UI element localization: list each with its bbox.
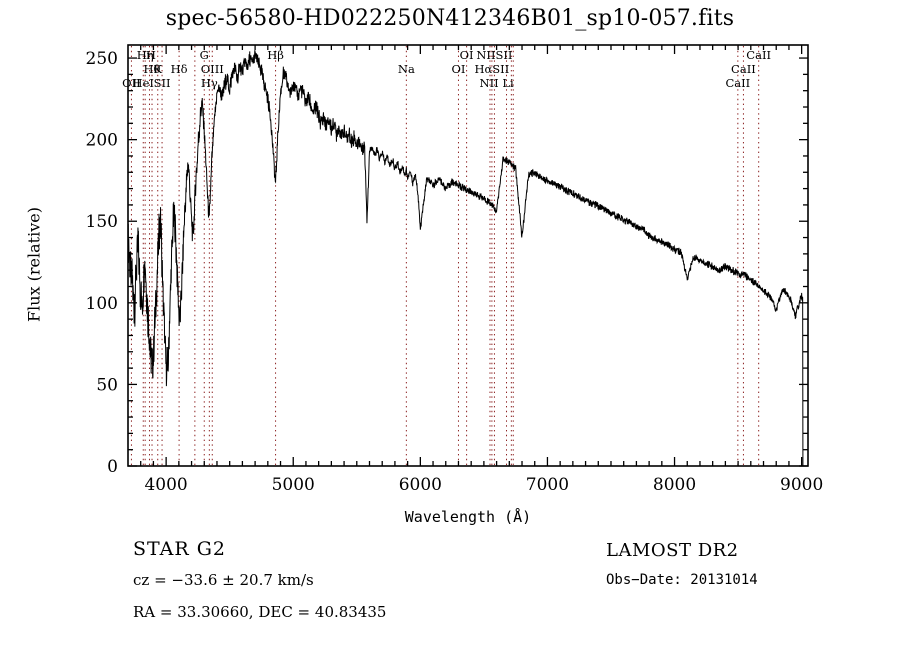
- spectral-line-label: NII Li: [480, 76, 514, 90]
- spectral-line-label: Hδ: [171, 62, 188, 76]
- y-tick-label: 0: [107, 457, 118, 477]
- spectral-line-label: OII: [122, 76, 141, 90]
- object-type-and-class: STAR G2: [133, 538, 226, 560]
- spectral-line-label: HeI: [133, 76, 154, 90]
- x-axis-label: Wavelength (Å): [404, 508, 532, 526]
- spectral-line-label: Na: [398, 62, 415, 76]
- observation-date: Obs−Date: 20131014: [606, 572, 758, 588]
- spectrum-plot: 4000 5000 6000 7000 8000 9000 0 50 100 150 200 250 H…: [86, 44, 823, 495]
- x-axis-ticks: 4000 5000 6000 7000 8000 9000: [140, 45, 823, 495]
- spectral-line-label: OI: [451, 62, 465, 76]
- y-axis-label: Flux (relative): [24, 207, 44, 322]
- spectral-line-label: OIII: [201, 62, 224, 76]
- x-tick-label: 9000: [780, 475, 823, 495]
- coordinates: RA = 33.30660, DEC = 40.83435: [133, 603, 387, 621]
- plot-frame: [127, 44, 809, 467]
- y-tick-label: 50: [96, 375, 118, 395]
- x-tick-label: 6000: [399, 475, 442, 495]
- spectral-line-label: NIISII: [476, 48, 512, 62]
- x-tick-label: 8000: [653, 475, 696, 495]
- spectral-line-label: CaII: [725, 76, 750, 90]
- spectrum-trace: [128, 50, 804, 466]
- spectral-line-label: Hη: [137, 48, 154, 62]
- y-tick-label: 150: [86, 212, 118, 232]
- spectral-line-label: Hβ: [267, 48, 284, 62]
- x-tick-label: 5000: [272, 475, 315, 495]
- spectral-line-label: K: [153, 62, 162, 76]
- spectral-line-markers: [130, 46, 760, 466]
- y-tick-label: 100: [86, 294, 118, 314]
- survey-name: LAMOST DR2: [606, 540, 739, 561]
- spectral-line-label: Hθ: [144, 62, 161, 76]
- spectral-line-label: CaII: [731, 62, 756, 76]
- radial-velocity: cz = −33.6 ± 20.7 km/s: [133, 571, 314, 589]
- y-axis-ticks: 0 50 100 150 200 250: [86, 49, 808, 477]
- spectral-line-label: SII: [154, 76, 171, 90]
- page-title: spec-56580-HD022250N412346B01_sp10-057.f…: [165, 6, 735, 31]
- x-tick-label: 4000: [144, 475, 187, 495]
- y-tick-label: 250: [86, 49, 118, 69]
- y-tick-label: 200: [86, 131, 118, 151]
- spectral-line-label: H: [146, 48, 156, 62]
- spectral-line-label: Hγ: [201, 76, 218, 90]
- spectral-line-label: G: [200, 48, 209, 62]
- spectral-line-label: HαSII: [475, 62, 510, 76]
- x-tick-label: 7000: [526, 475, 569, 495]
- spectral-line-label: CaII: [746, 48, 771, 62]
- spectral-line-label: OI: [460, 48, 474, 62]
